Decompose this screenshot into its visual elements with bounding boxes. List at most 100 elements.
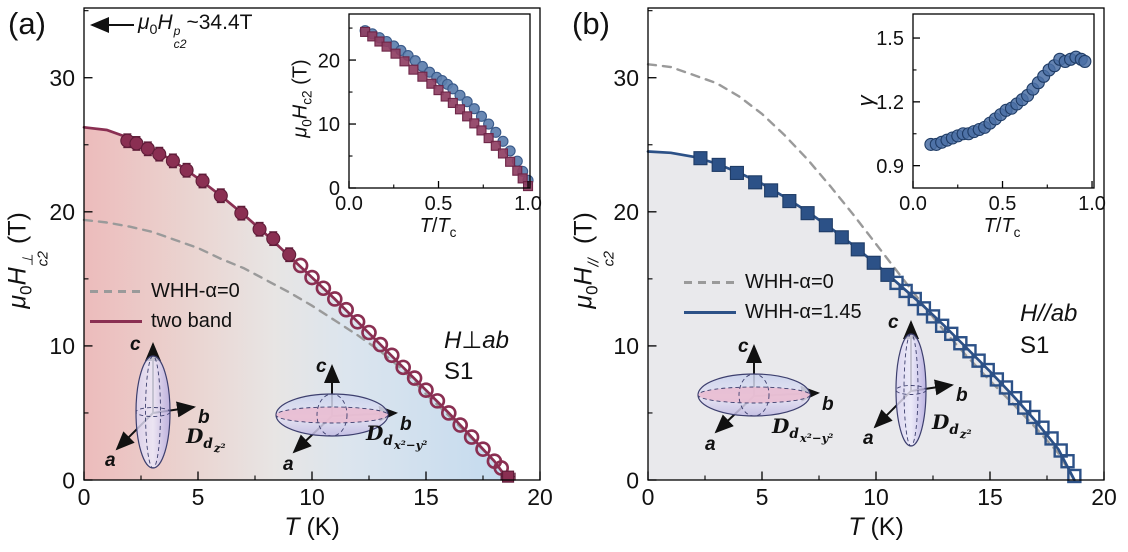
legend-label: two band	[151, 310, 233, 332]
legend-label: WHH-α=0	[745, 271, 834, 293]
orbital-label-dx2y2-b: Ddx²−y²	[772, 414, 834, 445]
whh-dashed-line-sample	[90, 290, 142, 293]
ellipsoid-dz2-icon: c b a	[863, 312, 968, 449]
y-tick-label: 10	[49, 333, 75, 359]
curve-whh-0	[646, 63, 1076, 482]
data-point-hc2-para-filled-squares	[866, 255, 881, 270]
inset-background	[913, 14, 1094, 188]
legend-item-two-band: two band	[90, 310, 240, 333]
data-point-hc2-para-open-squares	[916, 301, 932, 316]
ellipsoid-dx2y2-icon: c b a	[275, 356, 412, 475]
data-point-hc2-perp-filled-circles	[282, 247, 297, 262]
data-point-hc2-perp-open-circles	[383, 347, 400, 364]
data-point-hc2-para-open-squares	[1017, 400, 1032, 415]
phase-diagram-perp-layer: 0 5 10 15 20 0 10 20 30	[49, 7, 553, 510]
data-point-hc2-para-filled-squares	[834, 230, 849, 245]
data-point-hc2-para-open-squares	[1007, 391, 1023, 406]
data-point-h-parallel-ab-circles	[468, 103, 480, 115]
two-band-line-sample	[90, 320, 142, 323]
data-point-hc2-perp-filled-circles	[179, 163, 194, 178]
data-point-hc2-para-open-squares	[953, 336, 968, 351]
data-point-hc2-perp-filled-circles	[152, 147, 167, 162]
legend-item-whh-alpha145: WHH-α=1.45	[684, 301, 862, 324]
data-point-h-perp-ab-squares	[417, 71, 428, 82]
data-point-hc2-para-filled-squares	[782, 194, 797, 209]
y-tick-label: 10	[318, 114, 340, 136]
data-point-hc2-perp-open-circles	[406, 370, 423, 386]
data-point-hc2-perp-open-circles	[372, 336, 389, 353]
whh-dashed-line-sample	[684, 281, 736, 284]
ellipsoid-dz2-icon: c b a	[105, 334, 210, 471]
whh-145-line-sample	[684, 311, 736, 314]
data-point-hc2-para-filled-squares	[800, 206, 815, 221]
data-point-h-perp-ab-squares	[490, 140, 501, 151]
data-point-h-perp-ab-squares	[399, 56, 410, 67]
pauli-limit-annotation: μ0H p c2 ~34.4T	[138, 11, 253, 51]
data-point-hc2-para-open-squares	[898, 283, 913, 299]
data-point-hc2-para-filled-squares	[748, 175, 763, 190]
data-point-h-perp-ab-squares	[512, 165, 523, 176]
x-tick-label: 0	[642, 484, 655, 510]
y-tick-label: 20	[613, 199, 639, 225]
data-point-hc2-para-open-squares	[1026, 409, 1041, 425]
y-tick-label: 0	[626, 467, 639, 493]
axis-letter-a: a	[863, 428, 874, 449]
x-tick-label: 15	[977, 484, 1003, 510]
data-point-hc2-para-filled-squares	[711, 157, 726, 172]
sample-label-b: S1	[1020, 332, 1050, 359]
x-tick-label: 0.0	[899, 193, 927, 215]
y-tick-label: 10	[613, 333, 639, 359]
data-point-h-parallel-ab-circles	[447, 83, 459, 95]
orbital-label-dz2-a: Ddz²	[186, 424, 226, 455]
data-point-hc2-para-open-squares	[934, 318, 950, 333]
panel-letter-a: (a)	[8, 6, 46, 41]
inset-b-x-axis-label: T/Tc	[983, 215, 1021, 240]
y-tick-label: 30	[613, 65, 639, 91]
data-point-hc2-perp-open-circles	[452, 417, 469, 433]
legend-panel-b: WHH-α=0 WHH-α=1.45	[684, 271, 862, 324]
data-point-h-perp-ab-squares	[426, 78, 437, 89]
axis-letter-c: c	[738, 336, 749, 357]
y-axis-label-panel-b: μ0H//c2 (T)	[569, 212, 619, 309]
legend-label: WHH-α=0	[151, 280, 240, 302]
axis-letter-b: b	[198, 407, 210, 428]
sample-label-a: S1	[444, 358, 474, 385]
x-tick-label: 0.5	[989, 193, 1017, 215]
axis-letter-c: c	[316, 356, 327, 377]
data-point-hc2-perp-open-circles	[475, 441, 491, 457]
hc2-normalized-inset-layer: 0.0 0.5 1.0 0 10 20	[318, 13, 542, 215]
data-point-tc-endpoint-square	[502, 470, 515, 483]
axis-letter-b: b	[400, 414, 412, 435]
anisotropy-inset-layer: 0.0 0.5 1.0 0.9 1.2 1.5	[876, 13, 1106, 215]
data-point-h-parallel-ab-circles	[461, 96, 473, 108]
x-tick-label: 0	[78, 484, 91, 510]
axis-letter-c: c	[888, 312, 899, 333]
x-axis-label-panel-b: T (K)	[848, 513, 904, 541]
data-point-h-perp-ab-squares	[381, 41, 392, 52]
data-point-hc2-para-open-squares	[1035, 420, 1050, 435]
x-tick-label: 20	[1091, 484, 1117, 510]
y-axis-label-panel-a: μ0H ⊥ c2 (T)	[3, 212, 53, 309]
data-point-h-perp-ab-squares	[476, 125, 487, 136]
y-tick-label: 1.5	[876, 28, 904, 50]
data-point-hc2-perp-open-circles	[440, 405, 457, 421]
data-point-hc2-para-open-squares	[962, 344, 977, 359]
y-tick-label: 20	[49, 199, 75, 225]
data-point-hc2-perp-filled-circles	[129, 136, 144, 151]
legend-item-whh-alpha0: WHH-α=0	[90, 280, 240, 303]
y-tick-label: 0.9	[876, 156, 904, 178]
x-tick-label: 10	[299, 484, 325, 510]
data-point-hc2-perp-open-circles	[292, 257, 309, 274]
x-tick-label: 5	[192, 484, 205, 510]
legend-panel-a: WHH-α=0 two band	[90, 280, 240, 333]
data-point-hc2-perp-open-circles	[349, 313, 366, 330]
shaded-region-two-band	[84, 127, 509, 481]
data-point-hc2-para-open-squares	[1060, 454, 1075, 469]
curve-whh-0	[82, 218, 510, 482]
x-tick-label: 20	[527, 484, 553, 510]
data-point-hc2-para-open-squares	[971, 353, 986, 368]
data-point-hc2-para-open-squares	[998, 380, 1014, 395]
x-axis-label-panel-a: T (K)	[284, 513, 340, 541]
